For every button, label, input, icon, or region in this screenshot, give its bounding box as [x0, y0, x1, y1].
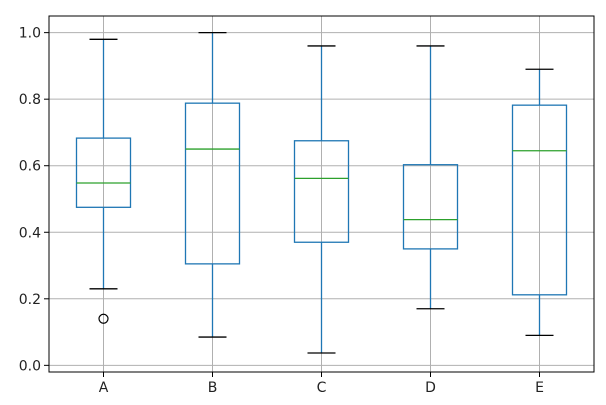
x-tick-label-c: C [317, 380, 327, 396]
iqr-box [511, 104, 568, 296]
y-tick-label: 0.8 [19, 92, 41, 108]
x-tick-label-d: D [425, 380, 436, 396]
y-tick-label: 0.4 [19, 225, 41, 241]
y-tick-label: 0.0 [19, 358, 41, 374]
box-e [511, 68, 568, 337]
x-tick-label-a: A [99, 380, 109, 396]
x-tick-label-b: B [208, 380, 218, 396]
iqr-box [75, 137, 132, 208]
y-tick-label: 1.0 [19, 26, 41, 42]
x-axis: A B C D E [99, 372, 544, 396]
box-d [402, 45, 459, 310]
outlier-point [98, 313, 109, 324]
iqr-box [402, 164, 459, 250]
y-tick-label: 0.6 [19, 159, 41, 175]
iqr-box [184, 102, 241, 265]
box-c [293, 45, 350, 354]
y-tick-label: 0.2 [19, 292, 41, 308]
box-b [184, 31, 241, 338]
box-plot-series [75, 31, 568, 354]
iqr-box [293, 140, 350, 243]
x-tick-label-e: E [535, 380, 544, 396]
box-a [75, 38, 132, 324]
y-axis: 0.0 0.2 0.4 0.6 0.8 1.0 [19, 26, 49, 374]
